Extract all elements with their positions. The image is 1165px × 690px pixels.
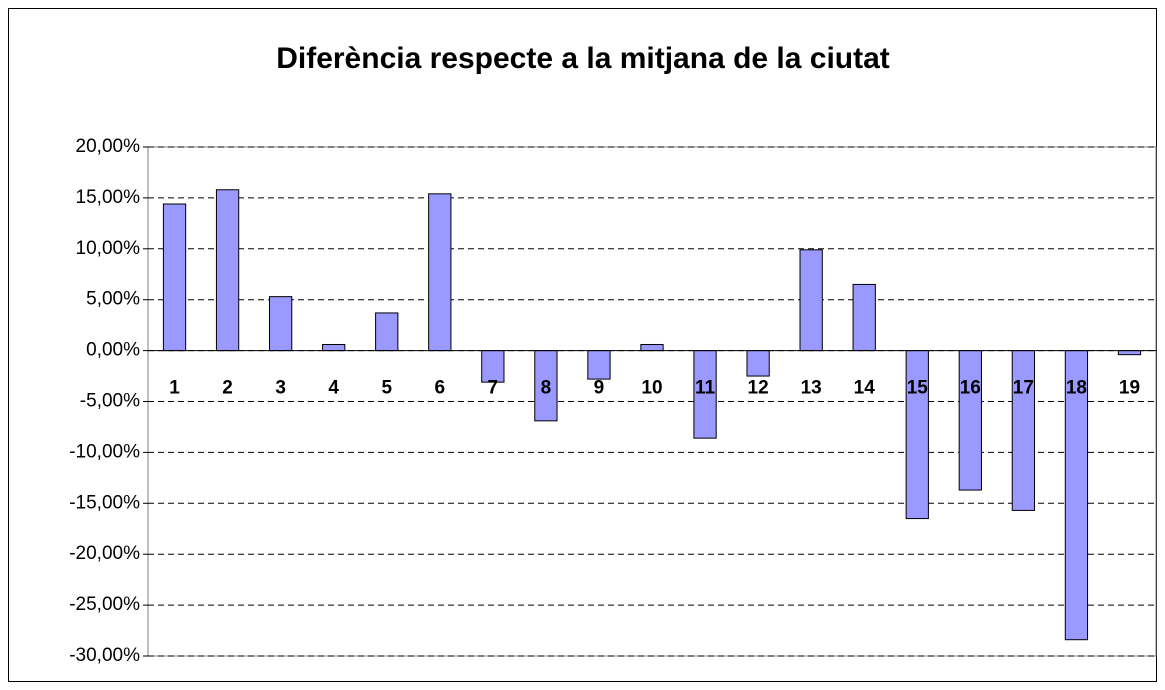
y-tick-label: 0,00% — [86, 340, 140, 361]
x-tick-label: 5 — [381, 378, 392, 399]
x-tick-label: 18 — [1066, 378, 1087, 399]
bar — [1117, 350, 1142, 356]
bar — [428, 193, 452, 352]
y-tick-label: -15,00% — [69, 492, 140, 513]
y-tick-label: -5,00% — [80, 391, 140, 412]
x-tick-label: 13 — [801, 378, 822, 399]
bar — [268, 296, 293, 352]
y-tick-label: 15,00% — [76, 187, 141, 208]
x-tick-label: 17 — [1013, 378, 1034, 399]
bar — [640, 343, 664, 352]
bar — [1011, 350, 1036, 511]
y-tick-label: 20,00% — [76, 136, 141, 157]
bar — [322, 343, 346, 352]
x-tick-label: 15 — [907, 378, 929, 399]
x-tick-label: 8 — [541, 378, 552, 399]
x-tick-label: 12 — [748, 378, 769, 399]
x-tick-label: 16 — [960, 378, 981, 399]
x-tick-label: 4 — [328, 378, 339, 399]
bar — [799, 249, 823, 352]
y-tick-label: -10,00% — [69, 441, 140, 462]
y-tick-label: -20,00% — [69, 543, 140, 564]
y-tick-label: 5,00% — [86, 289, 140, 310]
x-tick-label: 19 — [1119, 378, 1140, 399]
x-tick-label: 11 — [695, 378, 716, 399]
y-tick-label: -25,00% — [69, 594, 140, 615]
x-tick-label: 7 — [488, 378, 499, 399]
bar — [905, 350, 929, 520]
bar — [375, 312, 399, 352]
x-tick-label: 3 — [275, 378, 286, 399]
x-tick-label: 10 — [641, 378, 662, 399]
bar — [852, 283, 876, 352]
bar — [215, 189, 240, 352]
x-tick-label: 14 — [854, 378, 876, 399]
x-tick-label: 6 — [435, 378, 446, 399]
y-tick-label: 10,00% — [76, 238, 141, 259]
x-tick-label: 9 — [594, 378, 605, 399]
bar — [587, 350, 611, 380]
bar — [162, 203, 187, 352]
y-tick-label: -30,00% — [69, 645, 140, 666]
bar — [958, 350, 982, 491]
chart-title: Diferència respecte a la mitjana de la c… — [276, 42, 890, 75]
bar — [746, 350, 770, 377]
x-tick-label: 2 — [222, 378, 233, 399]
x-tick-label: 1 — [169, 378, 180, 399]
